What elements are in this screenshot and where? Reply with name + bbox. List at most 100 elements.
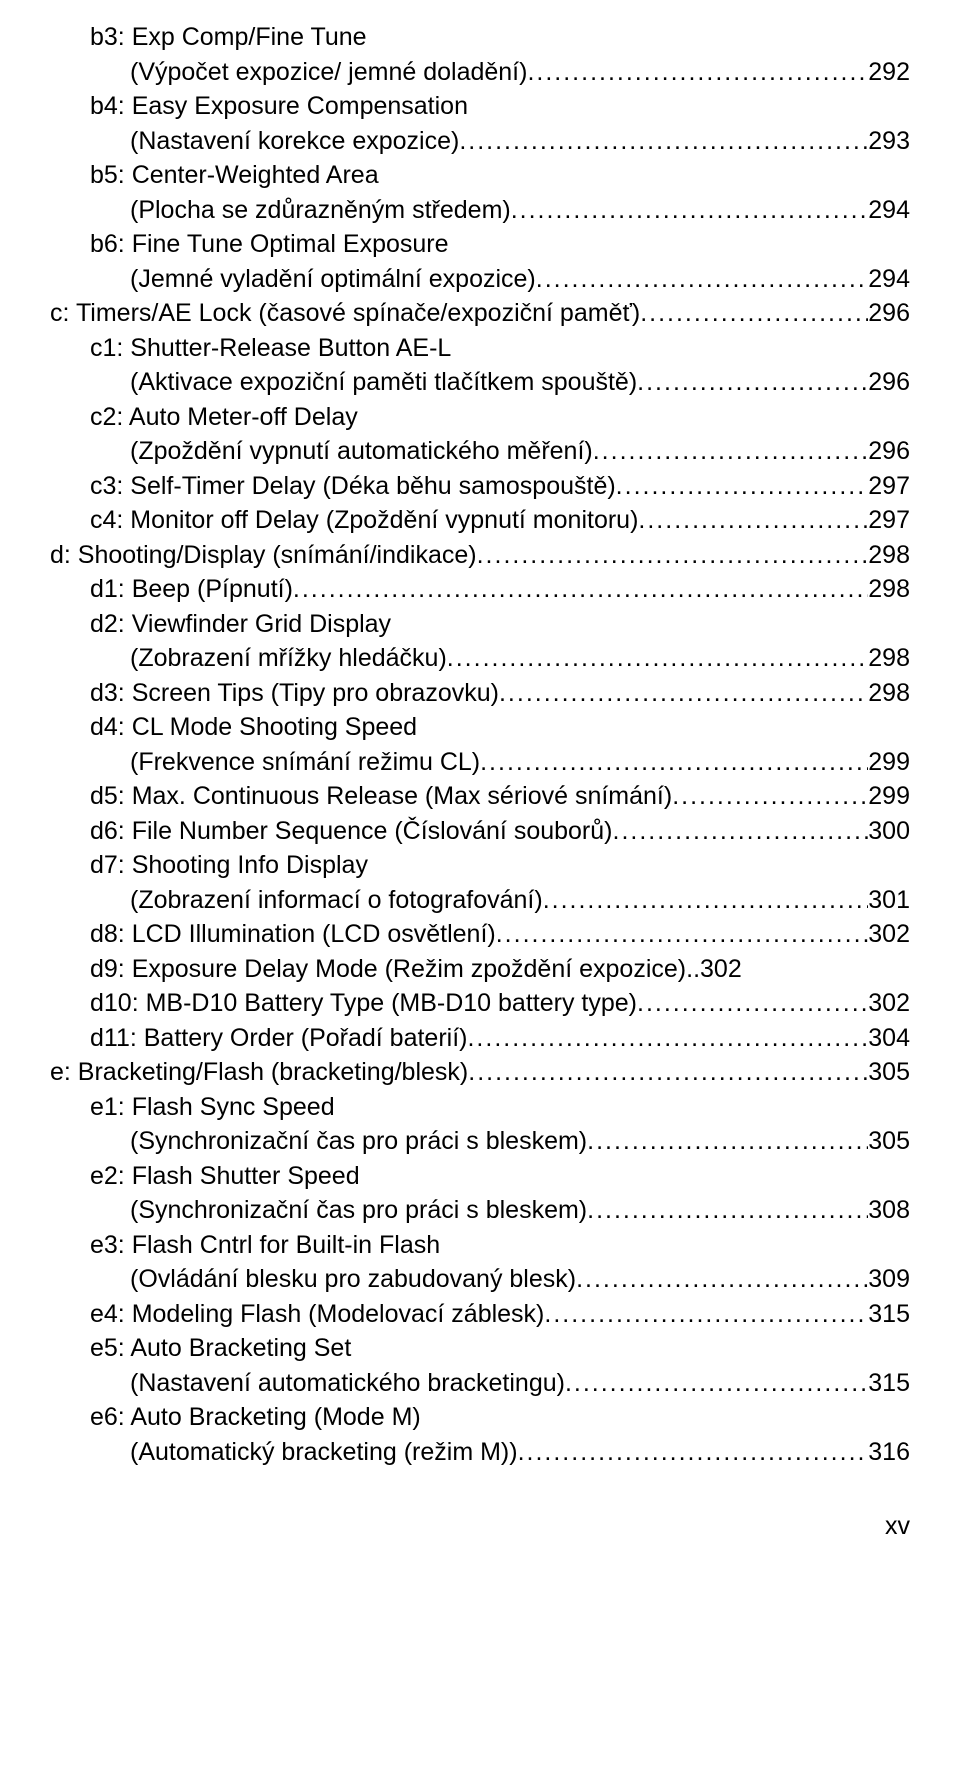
toc-entry: d3: Screen Tips (Tipy pro obrazovku) 298 — [50, 676, 910, 711]
toc-page: 300 — [868, 814, 910, 849]
toc-text: c4: Monitor off Delay (Zpoždění vypnutí … — [90, 503, 638, 538]
toc-line: d4: CL Mode Shooting Speed — [50, 710, 910, 745]
toc-entry: (Automatický bracketing (režim M)) 316 — [50, 1435, 910, 1470]
page-footer: xv — [50, 1509, 910, 1544]
toc-entry: e4: Modeling Flash (Modelovací záblesk)3… — [50, 1297, 910, 1332]
toc-page: 309 — [868, 1262, 910, 1297]
toc-entry: c: Timers/AE Lock (časové spínače/expozi… — [50, 296, 910, 331]
toc-line: d7: Shooting Info Display — [50, 848, 910, 883]
toc-entry: (Frekvence snímání režimu CL)299 — [50, 745, 910, 780]
page-number: xv — [885, 1512, 910, 1540]
toc-page: 296 — [868, 296, 910, 331]
toc-dots — [576, 1262, 868, 1297]
toc-dots — [518, 1435, 869, 1470]
toc-text: d3: Screen Tips (Tipy pro obrazovku) — [90, 676, 499, 711]
toc-entry: (Zobrazení informací o fotografování) 301 — [50, 883, 910, 918]
toc-dots — [613, 814, 869, 849]
toc-line: d2: Viewfinder Grid Display — [50, 607, 910, 642]
toc-text: (Zpoždění vypnutí automatického měření) — [130, 434, 593, 469]
toc-entry: (Synchronizační čas pro práci s bleskem)… — [50, 1124, 910, 1159]
toc-page: 308 — [868, 1193, 910, 1228]
toc-page: 297 — [868, 503, 910, 538]
toc-dots — [543, 883, 869, 918]
toc-dots: .. — [686, 952, 700, 987]
toc-page: 315 — [868, 1366, 910, 1401]
toc-page: 316 — [868, 1435, 910, 1470]
toc-line: e6: Auto Bracketing (Mode M) — [50, 1400, 910, 1435]
toc-text: d2: Viewfinder Grid Display — [90, 610, 391, 638]
toc-text: (Aktivace expoziční paměti tlačítkem spo… — [130, 365, 637, 400]
toc-text: b3: Exp Comp/Fine Tune — [90, 23, 367, 51]
toc-page: 302 — [700, 952, 742, 987]
toc-text: (Automatický bracketing (režim M)) — [130, 1435, 518, 1470]
toc-dots — [587, 1193, 868, 1228]
toc-text: d9: Exposure Delay Mode (Režim zpoždění … — [90, 952, 686, 987]
toc-text: (Zobrazení informací o fotografování) — [130, 883, 543, 918]
toc-text: (Synchronizační čas pro práci s bleskem) — [130, 1124, 587, 1159]
toc-dots — [527, 55, 868, 90]
toc-text: e2: Flash Shutter Speed — [90, 1162, 360, 1190]
toc-text: (Nastavení automatického bracketingu) — [130, 1366, 565, 1401]
toc-text: e4: Modeling Flash (Modelovací záblesk) — [90, 1297, 544, 1332]
toc-entry: (Plocha se zdůrazněným středem)294 — [50, 193, 910, 228]
toc-dots — [459, 124, 868, 159]
toc-dots — [637, 986, 868, 1021]
toc-page: 304 — [868, 1021, 910, 1056]
toc-entry: d6: File Number Sequence (Číslování soub… — [50, 814, 910, 849]
toc-page: 293 — [868, 124, 910, 159]
toc-entry: (Synchronizační čas pro práci s bleskem)… — [50, 1193, 910, 1228]
toc-dots — [447, 641, 869, 676]
toc-text: e3: Flash Cntrl for Built-in Flash — [90, 1231, 440, 1259]
toc-line: e5: Auto Bracketing Set — [50, 1331, 910, 1366]
toc-page: 302 — [868, 986, 910, 1021]
toc-entry: (Zobrazení mřížky hledáčku) 298 — [50, 641, 910, 676]
toc-dots — [480, 745, 868, 780]
toc-dots — [468, 1055, 868, 1090]
toc-text: d7: Shooting Info Display — [90, 851, 368, 879]
toc-dots — [477, 538, 869, 573]
toc-text: d11: Battery Order (Pořadí baterií) — [90, 1021, 467, 1056]
toc-text: e1: Flash Sync Speed — [90, 1093, 335, 1121]
toc-page: 298 — [868, 676, 910, 711]
toc-entry: (Jemné vyladění optimální expozice)294 — [50, 262, 910, 297]
toc-entry: d8: LCD Illumination (LCD osvětlení)302 — [50, 917, 910, 952]
toc-dots — [672, 779, 868, 814]
toc-text: (Ovládání blesku pro zabudovaný blesk) — [130, 1262, 576, 1297]
toc-page: 292 — [868, 55, 910, 90]
toc-entry: (Zpoždění vypnutí automatického měření)2… — [50, 434, 910, 469]
toc-line: b5: Center-Weighted Area — [50, 158, 910, 193]
toc-line: c2: Auto Meter-off Delay — [50, 400, 910, 435]
toc-text: (Jemné vyladění optimální expozice) — [130, 262, 536, 297]
toc-page: 305 — [868, 1124, 910, 1159]
toc-dots — [616, 469, 869, 504]
toc-page: 301 — [868, 883, 910, 918]
toc-page: 298 — [868, 538, 910, 573]
toc-dots — [511, 193, 869, 228]
toc-text: d1: Beep (Pípnutí) — [90, 572, 293, 607]
toc-dots — [565, 1366, 868, 1401]
toc-entry: d9: Exposure Delay Mode (Režim zpoždění … — [50, 952, 910, 987]
toc-entry: d11: Battery Order (Pořadí baterií) 304 — [50, 1021, 910, 1056]
toc-text: c: Timers/AE Lock (časové spínače/expozi… — [50, 296, 640, 331]
toc-text: e6: Auto Bracketing (Mode M) — [90, 1403, 421, 1431]
toc-entry: d: Shooting/Display (snímání/indikace) 29… — [50, 538, 910, 573]
toc-dots — [293, 572, 868, 607]
toc-text: (Zobrazení mřížky hledáčku) — [130, 641, 447, 676]
toc-page: 298 — [868, 641, 910, 676]
toc-entry: (Ovládání blesku pro zabudovaný blesk) 30… — [50, 1262, 910, 1297]
toc-line: b4: Easy Exposure Compensation — [50, 89, 910, 124]
toc-entry: (Aktivace expoziční paměti tlačítkem spo… — [50, 365, 910, 400]
toc-page: 305 — [868, 1055, 910, 1090]
toc-dots — [544, 1297, 868, 1332]
toc-text: e5: Auto Bracketing Set — [90, 1334, 351, 1362]
toc-text: (Nastavení korekce expozice) — [130, 124, 459, 159]
toc-dots — [499, 676, 868, 711]
toc-text: d: Shooting/Display (snímání/indikace) — [50, 538, 477, 573]
toc-line: e2: Flash Shutter Speed — [50, 1159, 910, 1194]
toc-entry: (Výpočet expozice/ jemné doladění)292 — [50, 55, 910, 90]
toc-entry: d5: Max. Continuous Release (Max sériové… — [50, 779, 910, 814]
toc-dots — [536, 262, 869, 297]
toc-page: 299 — [868, 779, 910, 814]
toc-entry: (Nastavení korekce expozice) 293 — [50, 124, 910, 159]
toc-text: (Frekvence snímání režimu CL) — [130, 745, 480, 780]
